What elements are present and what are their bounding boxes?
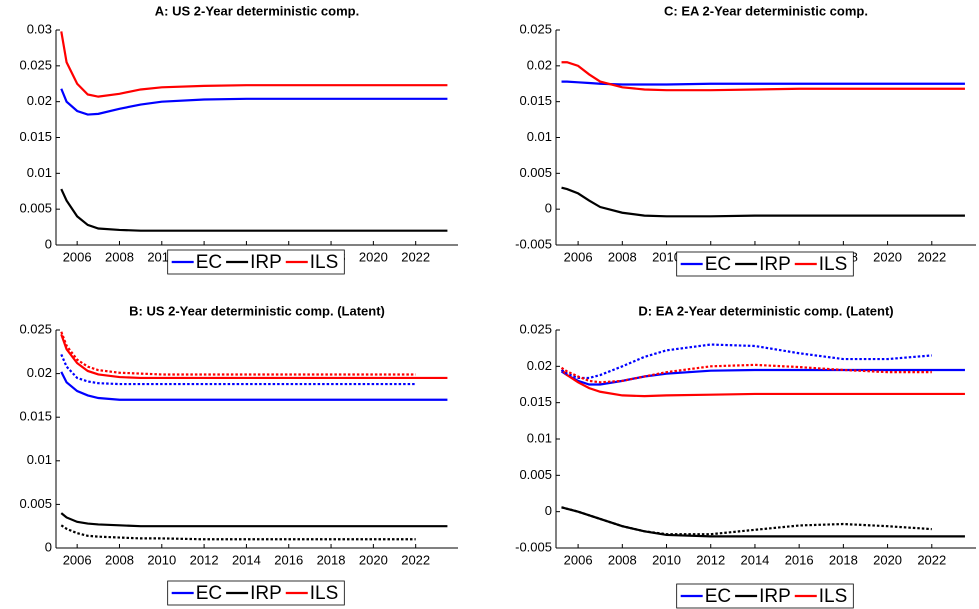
y-tick-label: 0.025: [519, 321, 552, 336]
series-line: [560, 368, 965, 386]
legend: EC IRP ILS: [676, 251, 854, 277]
y-tick-label: 0.025: [19, 321, 52, 336]
y-tick-label: 0.01: [27, 165, 52, 180]
x-tick-label: 2006: [564, 249, 593, 264]
y-tick-label: 0.005: [19, 201, 52, 216]
series-line: [60, 512, 448, 528]
legend-label: IRP: [250, 252, 282, 273]
series-line: [561, 186, 965, 218]
y-tick-label: 0.015: [19, 129, 52, 144]
x-tick-label: 2018: [317, 552, 346, 567]
series-line: [60, 524, 416, 541]
x-tick-label: 2012: [190, 552, 219, 567]
x-tick-label: 2022: [401, 552, 430, 567]
series-line: [561, 506, 932, 536]
legend-label: IRP: [759, 254, 791, 275]
y-tick-label: 0.02: [527, 358, 552, 373]
legend-label: EC: [196, 252, 222, 273]
x-tick-label: 2014: [232, 552, 261, 567]
x-tick-label: 2020: [873, 249, 902, 264]
series-line: [560, 369, 965, 398]
legend-label: ILS: [819, 586, 848, 607]
y-tick-label: 0.015: [19, 409, 52, 424]
x-tick-label: 2008: [105, 552, 134, 567]
y-tick-label: 0: [45, 539, 52, 554]
series-line: [60, 333, 448, 380]
y-tick-label: -0.005: [515, 236, 552, 251]
x-tick-label: 2006: [564, 552, 593, 567]
legend-label: EC: [196, 583, 222, 604]
x-tick-label: 2022: [917, 249, 946, 264]
x-tick-label: 2012: [696, 552, 725, 567]
x-tick-label: 2006: [63, 249, 92, 264]
series-line: [560, 343, 932, 380]
x-tick-label: 2010: [147, 552, 176, 567]
legend-box: [167, 249, 345, 275]
y-tick-label: 0.005: [519, 467, 552, 482]
x-tick-label: 2022: [401, 249, 430, 264]
x-tick-label: 2008: [608, 249, 637, 264]
y-tick-label: 0.015: [519, 394, 552, 409]
x-tick-label: 2006: [63, 552, 92, 567]
y-tick-label: 0.005: [519, 165, 552, 180]
series-line: [60, 188, 448, 232]
y-tick-label: 0.015: [519, 93, 552, 108]
series-line: [561, 80, 965, 86]
x-tick-label: 2020: [359, 552, 388, 567]
y-tick-label: 0.01: [527, 129, 552, 144]
x-tick-label: 2010: [652, 552, 681, 567]
series-line: [60, 331, 416, 376]
chart-title: B: US 2-Year deterministic comp. (Latent…: [129, 303, 385, 318]
y-tick-label: 0: [45, 236, 52, 251]
x-tick-label: 2008: [105, 249, 134, 264]
legend-label: EC: [705, 586, 731, 607]
x-tick-label: 2014: [740, 552, 769, 567]
series-line: [561, 61, 965, 92]
y-tick-label: 0.02: [27, 365, 52, 380]
chart-title: D: EA 2-Year deterministic comp. (Latent…: [638, 303, 893, 318]
legend-box: [167, 580, 345, 606]
y-tick-label: -0.005: [515, 539, 552, 554]
legend-label: ILS: [819, 254, 848, 275]
y-tick-label: 0.005: [19, 496, 52, 511]
y-tick-label: 0.02: [527, 57, 552, 72]
legend-label: ILS: [310, 583, 339, 604]
legend-label: EC: [705, 254, 731, 275]
series-line: [60, 371, 448, 401]
legend-box: [676, 251, 854, 277]
y-tick-label: 0.02: [27, 93, 52, 108]
y-tick-label: 0.025: [19, 57, 52, 72]
y-tick-label: 0: [545, 201, 552, 216]
series-line: [561, 506, 965, 538]
y-tick-label: 0.01: [27, 452, 52, 467]
legend: EC IRP ILS: [676, 583, 854, 609]
x-tick-label: 2016: [785, 552, 814, 567]
x-tick-label: 2020: [359, 249, 388, 264]
legend: EC IRP ILS: [167, 249, 345, 275]
y-tick-label: 0.03: [27, 21, 52, 36]
x-tick-label: 2018: [829, 552, 858, 567]
y-tick-label: 0.025: [519, 21, 552, 36]
chart-title: C: EA 2-Year deterministic comp.: [664, 3, 868, 18]
legend-label: IRP: [250, 583, 282, 604]
x-tick-label: 2016: [274, 552, 303, 567]
legend-box: [676, 583, 854, 609]
series-line: [60, 31, 448, 98]
series-line: [60, 353, 416, 386]
x-tick-label: 2022: [917, 552, 946, 567]
series-line: [560, 363, 932, 384]
chart-title: A: US 2-Year deterministic comp.: [155, 3, 359, 18]
y-tick-label: 0: [545, 503, 552, 518]
legend: EC IRP ILS: [167, 580, 345, 606]
x-tick-label: 2010: [652, 249, 681, 264]
legend-label: IRP: [759, 586, 791, 607]
x-tick-label: 2008: [608, 552, 637, 567]
x-tick-label: 2020: [873, 552, 902, 567]
y-tick-label: 0.01: [527, 430, 552, 445]
legend-label: ILS: [310, 252, 339, 273]
series-line: [60, 88, 448, 116]
